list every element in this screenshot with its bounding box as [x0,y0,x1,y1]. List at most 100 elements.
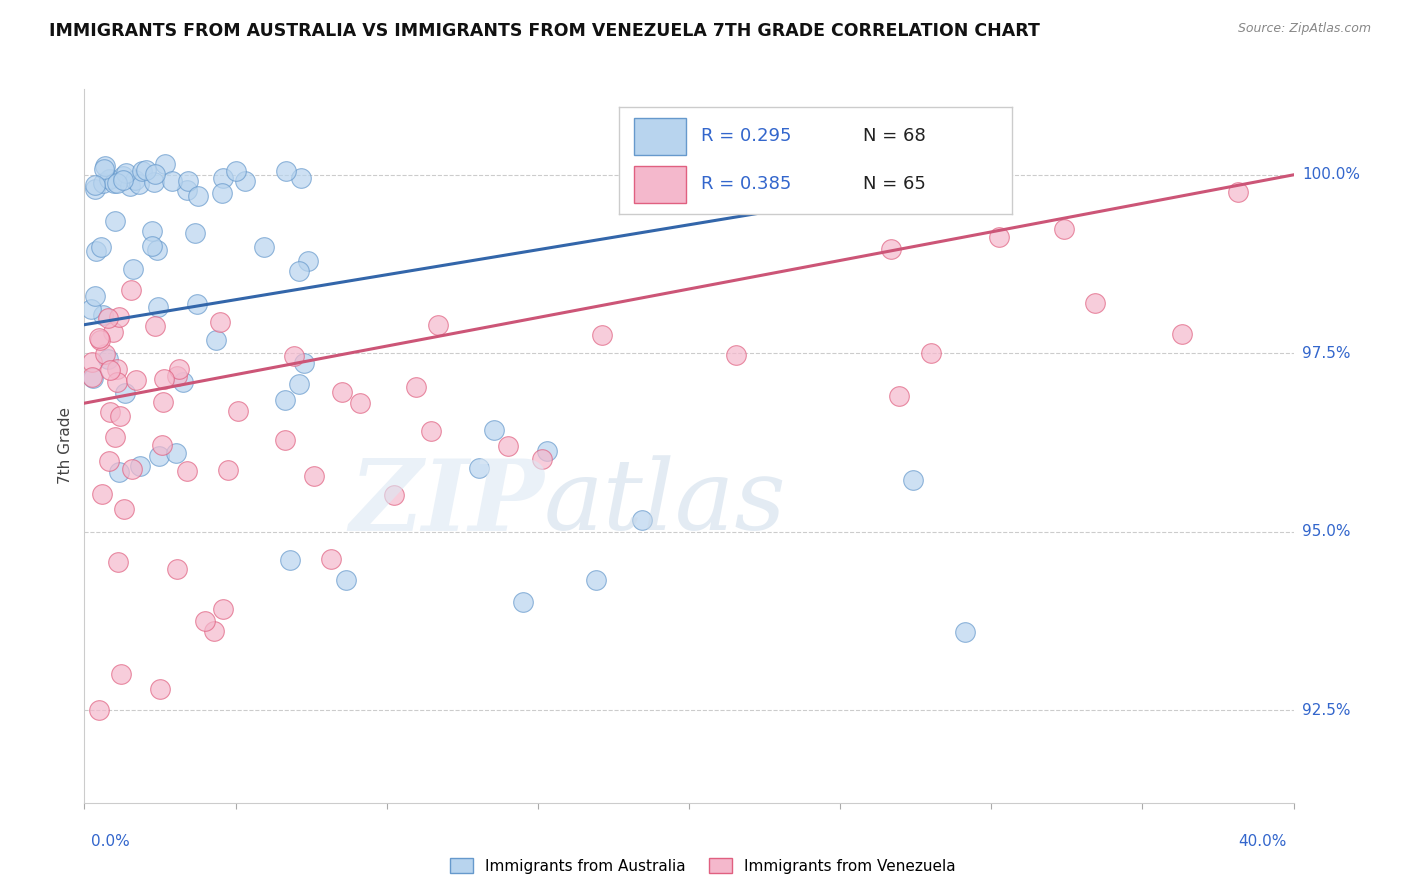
Point [149,681,172,696]
Text: 40.0%: 40.0% [1239,834,1286,849]
Point [274,434,297,448]
Point [93,161,115,176]
Point [82,371,104,385]
Point [879,242,901,256]
Point [97,311,120,326]
Point [212,170,235,185]
Point [97,352,120,367]
Point [120,283,142,297]
Point [143,174,166,188]
Point [953,625,976,640]
Point [186,297,208,311]
Point [118,179,141,194]
Point [233,174,256,188]
Point [84,182,107,196]
Point [83,289,105,303]
Point [1227,186,1250,200]
Text: atlas: atlas [544,456,786,550]
Point [631,513,654,527]
Point [89,703,111,717]
Point [225,164,247,178]
Point [297,254,319,268]
Point [97,172,120,186]
Point [84,244,107,258]
Point [725,348,748,362]
Point [290,170,312,185]
Point [335,573,357,587]
Point [208,315,231,329]
Point [167,362,190,376]
Point [278,553,301,567]
Text: ZIP: ZIP [349,455,544,551]
Point [288,376,311,391]
Point [184,226,207,240]
Point [131,163,153,178]
Text: Source: ZipAtlas.com: Source: ZipAtlas.com [1237,22,1371,36]
Point [172,375,194,389]
Point [143,318,166,333]
Point [91,176,114,190]
Point [292,356,315,370]
Point [112,502,135,516]
Point [111,169,134,183]
Point [94,347,117,361]
Point [536,444,558,458]
Point [330,385,353,400]
Point [105,375,128,389]
Point [150,437,173,451]
Y-axis label: 7th Grade: 7th Grade [58,408,73,484]
Point [217,463,239,477]
Point [98,454,121,468]
Point [104,214,127,228]
Point [104,430,127,444]
Point [512,595,534,609]
Point [108,409,131,423]
Point [274,392,297,407]
Point [405,379,427,393]
Point [349,396,371,410]
Point [419,424,441,438]
Point [107,310,129,325]
Point [121,462,143,476]
Point [166,369,188,384]
Text: 92.5%: 92.5% [1302,703,1350,717]
Point [903,473,925,487]
Point [176,464,198,478]
Point [87,331,110,345]
Point [205,333,228,347]
Point [152,372,174,386]
Bar [634,166,686,203]
Point [202,624,225,638]
Point [152,395,174,409]
Point [105,176,128,190]
Point [211,601,233,615]
Point [125,374,148,388]
Point [176,183,198,197]
Bar [634,118,686,155]
Point [482,423,505,437]
Point [146,243,169,257]
Point [988,230,1011,244]
Point [253,240,276,254]
Point [177,174,200,188]
Point [80,370,103,384]
Point [166,562,188,576]
Text: IMMIGRANTS FROM AUSTRALIA VS IMMIGRANTS FROM VENEZUELA 7TH GRADE CORRELATION CHA: IMMIGRANTS FROM AUSTRALIA VS IMMIGRANTS … [49,22,1040,40]
Point [90,240,112,254]
Point [141,239,163,253]
Point [887,389,910,403]
Legend: Immigrants from Australia, Immigrants from Venezuela: Immigrants from Australia, Immigrants fr… [444,852,962,880]
Point [426,318,449,332]
Point [115,166,138,180]
Point [89,333,111,347]
Point [283,349,305,363]
Point [124,173,146,187]
Text: R = 0.385: R = 0.385 [702,175,792,193]
Point [187,189,209,203]
Point [155,157,177,171]
Point [585,573,607,587]
Point [1084,296,1107,310]
Point [1170,327,1192,342]
Point [211,186,233,200]
Point [105,362,128,376]
